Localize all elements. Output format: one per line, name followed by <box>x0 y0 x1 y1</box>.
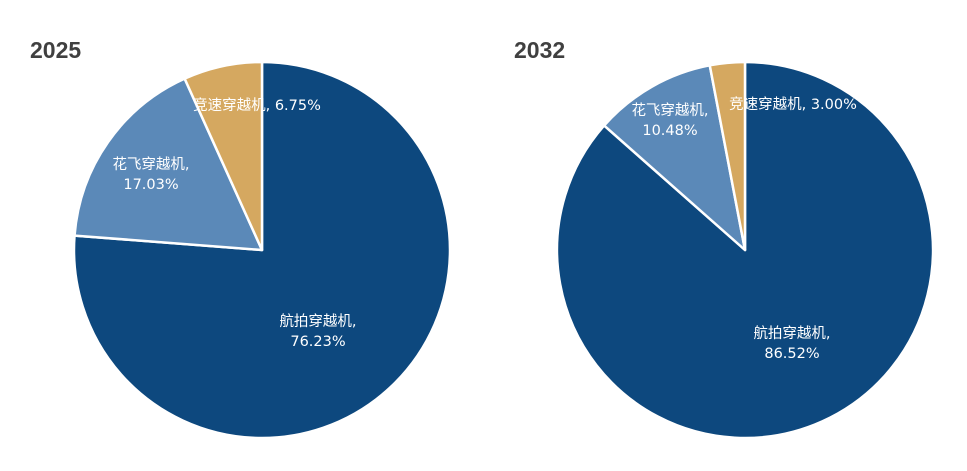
slice-label-line: 航拍穿越机, <box>753 325 830 342</box>
pie-slice-freestyle-2025 <box>73 77 264 252</box>
slice-label-line: 86.52% <box>764 346 819 362</box>
slice-label-line: 10.48% <box>642 123 697 139</box>
slice-label-line: 航拍穿越机, <box>279 313 356 330</box>
pie-chart-2025: 2025 航拍穿越机, 76.23% 花飞穿越机, 17.03% 竞速穿越机, 6.75… <box>30 37 452 440</box>
slice-label-racing-2032: 竞速穿越机, 3.00% <box>729 95 857 113</box>
slice-label-line: 花飞穿越机, <box>112 156 189 173</box>
slice-label-line: 76.23% <box>290 334 345 350</box>
slice-label-freestyle-2025: 花飞穿越机, 17.03% <box>112 156 189 193</box>
pie-slice-freestyle-2032 <box>602 64 747 252</box>
slice-label-line: 竞速穿越机, 3.00% <box>729 95 857 113</box>
slice-label-line: 17.03% <box>123 177 178 193</box>
slice-label-line: 竞速穿越机, 6.75% <box>193 96 321 114</box>
slice-label-line: 花飞穿越机, <box>631 102 708 119</box>
slice-label-freestyle-2032: 花飞穿越机, 10.48% <box>631 102 708 139</box>
pie-chart-2032: 2032 航拍穿越机, 86.52% 花飞穿越机, 10.48% 竞速穿越机, 3.00… <box>514 37 935 440</box>
chart-title-2032: 2032 <box>514 37 565 63</box>
pie-slice-racing-2025 <box>183 60 264 252</box>
pie-slice-racing-2032 <box>708 60 747 252</box>
slice-label-racing-2025: 竞速穿越机, 6.75% <box>193 96 321 114</box>
slice-label-aerial-2025: 航拍穿越机, 76.23% <box>279 313 356 350</box>
slice-label-aerial-2032: 航拍穿越机, 86.52% <box>753 325 830 362</box>
chart-title-2025: 2025 <box>30 37 81 63</box>
